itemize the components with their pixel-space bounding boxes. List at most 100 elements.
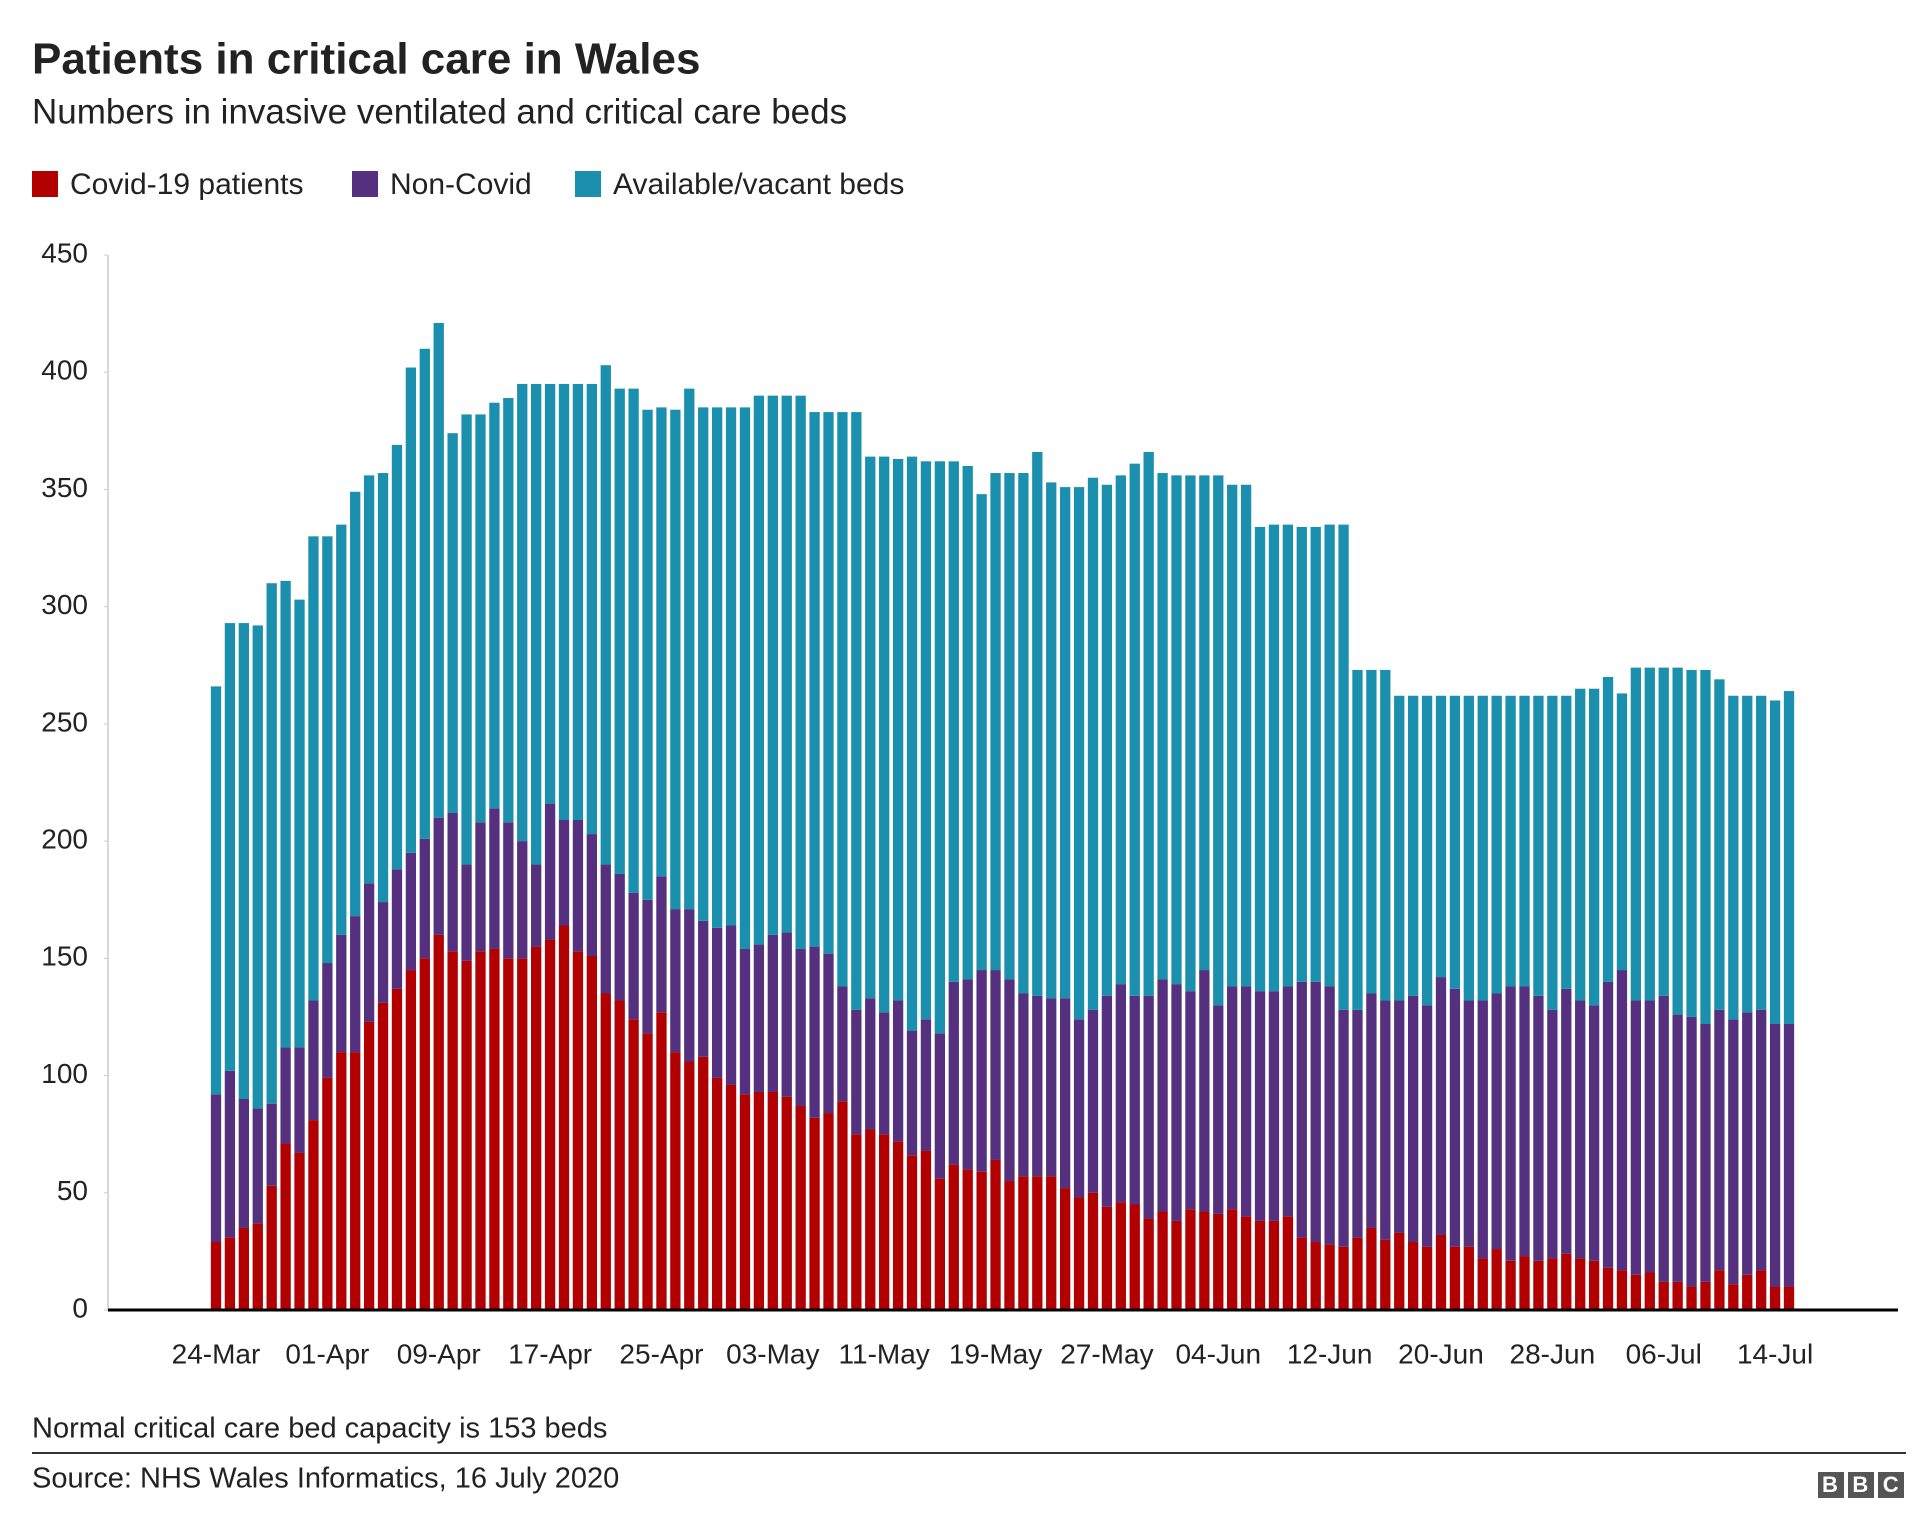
bar-segment (1366, 993, 1377, 1228)
bar-segment (865, 1129, 876, 1310)
bar-segment (1616, 693, 1628, 971)
x-tick-label: 25-Apr (619, 1338, 703, 1369)
bar-segment (600, 864, 611, 994)
bar-segment (1519, 695, 1530, 987)
bar-segment (809, 946, 820, 1118)
x-tick-label: 24-Mar (172, 1338, 261, 1369)
bar-segment (879, 1012, 890, 1135)
bar-segment (1547, 695, 1558, 1010)
x-tick-label: 28-Jun (1510, 1338, 1596, 1369)
bar-segment (1769, 1286, 1781, 1310)
bar-segment (1644, 1272, 1655, 1310)
x-tick-label: 03-May (726, 1338, 819, 1369)
bar-segment (1018, 473, 1029, 994)
legend-swatch (352, 171, 378, 197)
bar-segment (1672, 1281, 1683, 1310)
bar-segment (920, 461, 932, 1020)
bar-segment (628, 892, 639, 1020)
bar-segment (447, 433, 458, 813)
bar-segment (990, 473, 1001, 971)
bar-segment (1185, 475, 1196, 992)
x-tick-label: 12-Jun (1287, 1338, 1373, 1369)
bar-segment (1073, 1019, 1085, 1198)
bar-segment (892, 1000, 904, 1142)
bar-segment (1115, 475, 1126, 985)
bar-segment (391, 444, 403, 870)
legend-label: Covid-19 patients (70, 168, 303, 201)
x-tick-label: 09-Apr (397, 1338, 481, 1369)
bar-segment (405, 367, 417, 853)
bar-segment (948, 461, 959, 982)
bar-segment (1672, 667, 1683, 1015)
bar-segment (837, 1101, 848, 1310)
bar-segment (517, 383, 528, 842)
bar-segment (294, 1152, 305, 1310)
bar-segment (795, 1106, 806, 1310)
bar-segment (1115, 984, 1126, 1203)
bar-segment (1282, 1216, 1294, 1310)
bar-segment (419, 838, 430, 959)
bar-segment (1101, 484, 1113, 996)
y-tick-label: 400 (41, 355, 88, 386)
bar-segment (489, 402, 500, 809)
bar-segment (1129, 463, 1140, 996)
bar-segment (1254, 991, 1266, 1221)
bar-segment (711, 1077, 723, 1310)
bar-segment (1588, 688, 1600, 1006)
bar-segment (698, 920, 709, 1057)
bar-segment (1769, 700, 1781, 1024)
bar-segment (419, 958, 430, 1310)
y-tick-label: 0 (72, 1292, 88, 1323)
bar-segment (1575, 688, 1586, 1001)
x-tick-label: 27-May (1060, 1338, 1153, 1369)
bar-segment (1171, 475, 1182, 985)
bar-segment (544, 803, 556, 940)
bar-segment (1561, 695, 1572, 989)
bar-segment (489, 948, 500, 1310)
bar-segment (1491, 993, 1502, 1250)
y-tick-label: 450 (41, 237, 88, 268)
y-tick-label: 200 (41, 824, 88, 855)
bar-segment (642, 409, 653, 900)
bar-segment (1282, 986, 1294, 1217)
bar-segment (1686, 1286, 1697, 1310)
bar-segment (670, 1052, 681, 1310)
bar-segment (879, 456, 890, 1013)
bar-segment (1742, 1012, 1753, 1275)
bar-segment (962, 1169, 973, 1310)
bar-segment (962, 466, 973, 980)
bar-segment (1143, 451, 1154, 996)
bar-segment (377, 473, 389, 903)
bar-segment (224, 1070, 236, 1238)
bar-segment (266, 1185, 277, 1310)
bar-segment (1046, 482, 1057, 999)
bar-segment (1533, 695, 1544, 996)
bar-segment (1157, 979, 1168, 1212)
bar-segment (1421, 695, 1433, 1006)
bar-segment (1185, 991, 1196, 1210)
bar-segment (1477, 1258, 1488, 1310)
bar-segment (1756, 1009, 1767, 1271)
bar-segment (1310, 526, 1321, 982)
bar-segment (948, 981, 959, 1165)
bar-segment (1268, 524, 1280, 992)
bar-segment (1227, 1209, 1238, 1310)
bar-segment (252, 1108, 263, 1224)
bar-segment (837, 986, 848, 1102)
bar-segment (266, 1103, 277, 1186)
bar-segment (1352, 669, 1363, 1010)
bar-segment (614, 388, 625, 874)
bar-segment (851, 1134, 862, 1310)
bar-segment (990, 970, 1001, 1160)
bar-segment (1714, 1270, 1725, 1310)
bar-segment (1199, 1211, 1210, 1310)
bar-segment (1157, 473, 1168, 980)
bar-segment (1366, 1227, 1377, 1310)
bar-segment (670, 409, 681, 910)
bar-segment (1059, 1188, 1071, 1310)
bar-segment (1296, 526, 1307, 982)
bar-segment (1394, 1232, 1405, 1310)
bar-segment (837, 412, 848, 987)
bar-segment (1073, 487, 1085, 1020)
